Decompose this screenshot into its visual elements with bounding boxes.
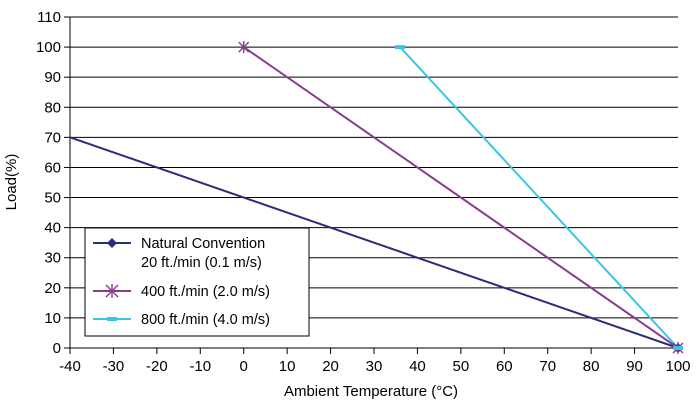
legend-marker-diamond-icon: [107, 238, 117, 248]
y-tick-label: 100: [36, 39, 61, 56]
data-point-asterisk: [238, 41, 250, 54]
series-line-2: [399, 46, 679, 349]
data-point-dash: [673, 346, 683, 350]
x-tick-label: 100: [665, 358, 690, 375]
legend: Natural Convention 20 ft./min (0.1 m/s) …: [84, 227, 310, 337]
x-tick-labels: -40 -30 -20 -10 0 10 20 30 40 50 60 70 80 90 100: [59, 358, 690, 375]
y-tick-labels: 0 10 20 30 40 50 60 70 80 90 100 110: [36, 9, 61, 357]
x-tick-label: 30: [366, 358, 383, 375]
legend-label-natural-line2: 20 ft./min (0.1 m/s): [141, 255, 262, 271]
x-tick-label: 0: [240, 358, 248, 375]
y-tick-label: 20: [44, 280, 61, 297]
y-tick-label: 110: [37, 9, 61, 26]
legend-label-800: 800 ft./min (4.0 m/s): [141, 312, 270, 328]
x-axis-title: Ambient Temperature (°C): [284, 383, 458, 400]
series-line-0: [69, 136, 679, 349]
y-tick-label: 0: [53, 340, 61, 357]
x-tick-label: 10: [279, 358, 296, 375]
x-tick-label: -40: [59, 358, 81, 375]
series-lines: [69, 41, 684, 354]
legend-marker-dash-icon: [107, 317, 117, 321]
x-tick-label: -20: [146, 358, 168, 375]
data-point-dash: [395, 45, 406, 50]
x-tick-label: 40: [409, 358, 426, 375]
x-tick-label: 80: [583, 358, 600, 375]
y-tick-label: 80: [44, 99, 61, 116]
series-line-1: [243, 46, 679, 349]
legend-label-400: 400 ft./min (2.0 m/s): [141, 284, 270, 300]
y-tick-label: 70: [44, 129, 61, 146]
axes: [64, 16, 679, 354]
y-tick-label: 50: [44, 190, 61, 207]
y-tick-label: 90: [44, 69, 61, 86]
x-tick-label: 90: [626, 358, 643, 375]
y-axis-title: Load(%): [3, 154, 20, 211]
x-tick-label: 20: [322, 358, 339, 375]
x-tick-label: 50: [453, 358, 470, 375]
y-tick-label: 10: [44, 310, 61, 327]
y-tick-label: 30: [44, 250, 61, 267]
legend-label-natural: Natural Convention: [141, 236, 265, 252]
legend-marker-asterisk-icon: [105, 284, 119, 298]
x-tick-label: 60: [496, 358, 513, 375]
x-tick-label: -30: [103, 358, 125, 375]
x-tick-label: -10: [189, 358, 211, 375]
y-tick-label: 40: [44, 220, 61, 237]
x-tick-label: 70: [539, 358, 556, 375]
y-tick-label: 60: [44, 159, 61, 176]
